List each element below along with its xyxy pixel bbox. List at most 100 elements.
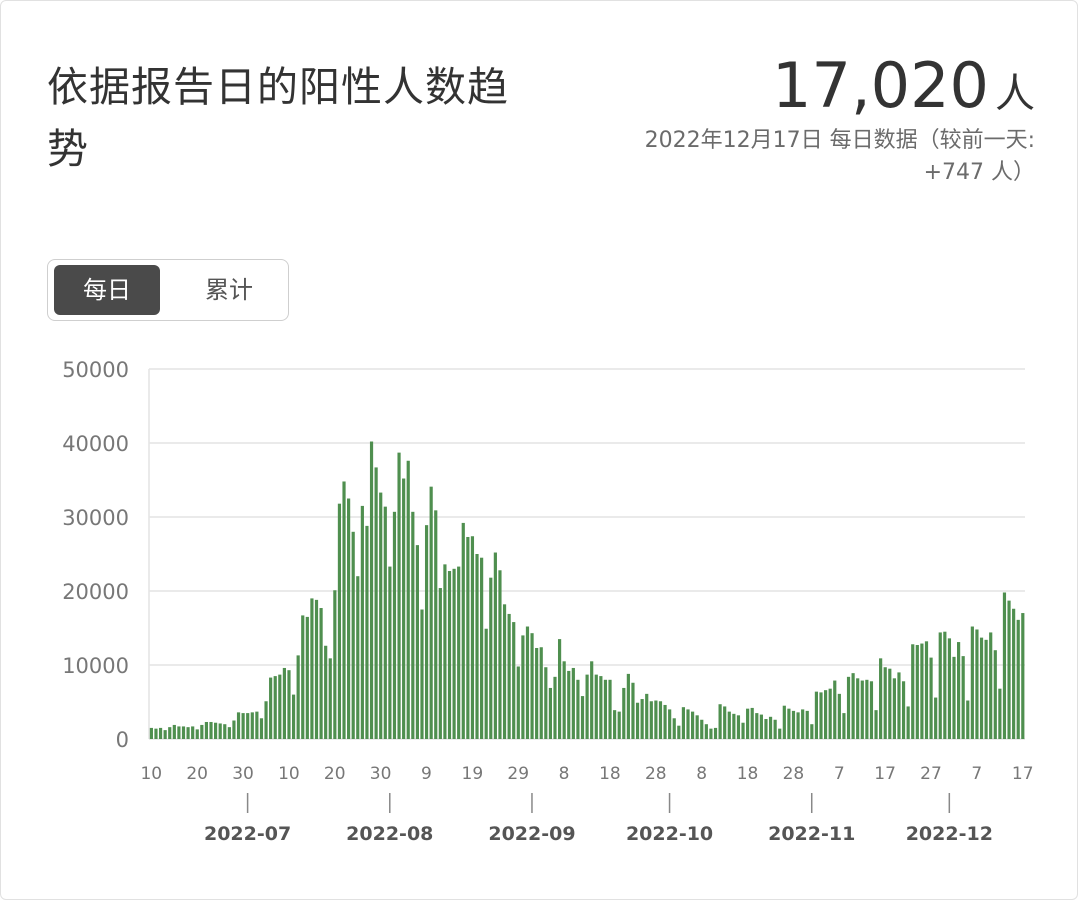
bar xyxy=(654,700,658,739)
bar xyxy=(681,707,686,739)
bar xyxy=(741,722,745,739)
bar xyxy=(512,622,516,739)
bar xyxy=(718,704,722,739)
bar xyxy=(764,719,768,739)
bar xyxy=(782,705,786,739)
bar xyxy=(1021,613,1025,739)
view-toggle: 每日 累计 xyxy=(47,259,289,321)
page-title: 依据报告日的阳性人数趋势 xyxy=(47,63,509,173)
bar xyxy=(278,674,282,739)
x-day-tick-label: 7 xyxy=(971,764,982,784)
bar xyxy=(168,727,172,739)
daily-positive-bar-chart: 0 10000 20000 30000 40000 50000 10 20 30 10 20 30 9 1… xyxy=(62,358,1033,845)
bar xyxy=(424,525,429,739)
bar xyxy=(379,492,383,739)
x-day-tick-label: 10 xyxy=(278,764,300,784)
bar xyxy=(333,590,337,739)
bar xyxy=(805,710,809,739)
bar xyxy=(214,722,218,739)
y-tick-label: 50000 xyxy=(62,358,129,382)
cumulative-button[interactable]: 累计 xyxy=(205,276,253,304)
bar xyxy=(392,511,397,739)
bar xyxy=(846,676,851,739)
bar xyxy=(897,672,901,739)
bar xyxy=(700,719,704,739)
bar xyxy=(324,645,328,739)
bar xyxy=(406,460,410,739)
bar xyxy=(869,681,874,739)
x-month-label: 2022-10 xyxy=(626,823,713,845)
bar xyxy=(191,726,195,739)
bar xyxy=(998,688,1002,739)
bar xyxy=(773,719,777,739)
bar xyxy=(466,536,470,739)
bar xyxy=(553,676,557,739)
bar xyxy=(1016,619,1020,739)
bar xyxy=(438,588,442,739)
x-month-label: 2022-09 xyxy=(488,823,575,845)
bar xyxy=(901,681,906,739)
bar xyxy=(787,708,791,739)
bar xyxy=(452,568,456,739)
bar xyxy=(296,655,300,739)
bar xyxy=(204,721,209,739)
bar xyxy=(622,687,626,739)
bar xyxy=(177,726,181,739)
bar xyxy=(649,701,653,739)
bar xyxy=(984,639,988,739)
bar xyxy=(360,505,364,739)
bar xyxy=(975,629,979,739)
bar xyxy=(677,725,681,739)
bar xyxy=(755,713,759,739)
bar xyxy=(1012,608,1016,739)
bar xyxy=(635,702,640,739)
bar xyxy=(429,486,433,739)
bar xyxy=(447,571,452,739)
bar xyxy=(989,632,993,739)
bar xyxy=(966,700,970,739)
bar xyxy=(571,667,575,739)
bar xyxy=(911,644,915,739)
bar xyxy=(502,604,507,739)
bar xyxy=(952,656,956,739)
change-line: +747 人） xyxy=(923,160,1035,185)
bar xyxy=(947,638,952,739)
bar xyxy=(493,552,497,739)
bar xyxy=(232,720,236,739)
daily-button[interactable]: 每日 xyxy=(54,265,160,315)
bar xyxy=(874,710,878,739)
bar xyxy=(608,679,612,739)
x-day-tick-label: 17 xyxy=(874,764,896,784)
bar xyxy=(154,728,158,739)
bar xyxy=(723,706,727,739)
bar xyxy=(163,730,167,739)
bar xyxy=(246,713,250,739)
bar xyxy=(305,616,309,739)
y-tick-label: 20000 xyxy=(62,580,129,604)
x-day-tick-label: 30 xyxy=(232,764,254,784)
x-day-tick-label: 28 xyxy=(783,764,805,784)
bar xyxy=(365,525,369,739)
bar xyxy=(645,693,649,739)
bar xyxy=(516,666,520,739)
bar xyxy=(250,712,254,739)
bar xyxy=(929,657,933,739)
bar xyxy=(273,676,277,739)
x-day-tick-label: 18 xyxy=(737,764,759,784)
bar xyxy=(415,545,419,739)
bar xyxy=(709,728,713,739)
bar xyxy=(314,599,319,739)
bar xyxy=(480,557,484,739)
x-day-tick-label: 9 xyxy=(421,764,432,784)
x-month-label: 2022-12 xyxy=(906,823,993,845)
bar xyxy=(617,711,621,739)
bar xyxy=(301,615,305,739)
bar xyxy=(374,467,378,739)
bar xyxy=(938,632,942,739)
bar xyxy=(920,643,924,739)
bar xyxy=(383,506,387,739)
x-month-label: 2022-07 xyxy=(204,823,291,845)
total-value: 17,020 人 xyxy=(772,51,1035,129)
bar xyxy=(791,710,796,739)
x-month-label: 2022-11 xyxy=(768,823,855,845)
